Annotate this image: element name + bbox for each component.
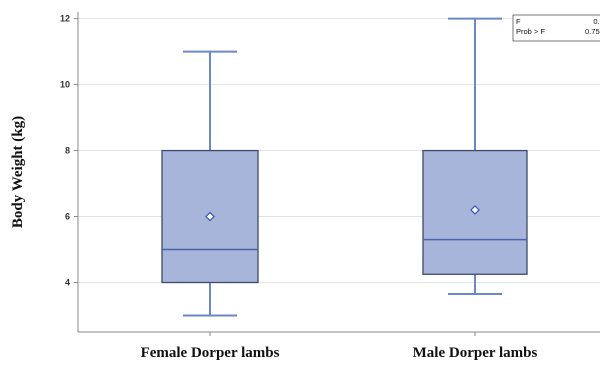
stats-row-label: F bbox=[516, 17, 521, 26]
label-layer: Female Dorper lambs Male Dorper lambs Body… bbox=[10, 116, 538, 361]
box-group-female bbox=[161, 50, 259, 317]
stats-layer: F 0.10 Prob > F 0.7548 bbox=[512, 14, 600, 42]
stats-box-border bbox=[512, 14, 600, 42]
y-tick-label: 6 bbox=[65, 212, 70, 222]
stats-row-value: 0.7548 bbox=[585, 27, 600, 36]
axis-layer: 4 6 8 10 12 bbox=[60, 12, 600, 336]
y-tick-label: 8 bbox=[65, 146, 70, 156]
stats-row-value: 0.10 bbox=[593, 17, 600, 26]
y-tick-label: 10 bbox=[60, 80, 70, 90]
stats-row-label: Prob > F bbox=[516, 27, 545, 36]
y-tick-label: 12 bbox=[60, 14, 70, 24]
box-group-male bbox=[422, 17, 528, 296]
box-layer bbox=[161, 17, 528, 317]
y-tick-label: 4 bbox=[65, 278, 70, 288]
x-category-label: Male Dorper lambs bbox=[413, 345, 538, 361]
mean-marker bbox=[470, 205, 480, 215]
stats-box: F 0.10 Prob > F 0.7548 bbox=[512, 14, 600, 42]
y-axis-title: Body Weight (kg) bbox=[10, 116, 26, 228]
x-category-label: Female Dorper lambs bbox=[141, 345, 280, 361]
mean-marker bbox=[205, 211, 215, 222]
